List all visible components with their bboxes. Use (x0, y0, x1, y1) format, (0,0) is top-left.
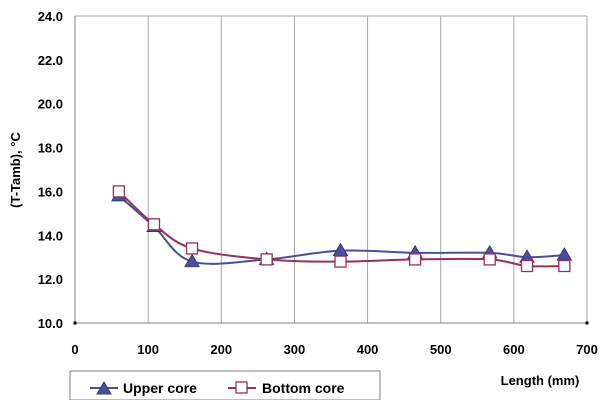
x-tick-label: 600 (503, 342, 525, 357)
axes (73, 16, 589, 325)
axis-end-marker (585, 321, 589, 325)
triangle-marker-icon (96, 381, 112, 395)
legend-item-upper-core: Upper core (90, 380, 197, 396)
y-tick-label: 20.0 (38, 97, 63, 112)
x-tick-label: 100 (137, 342, 159, 357)
data-point-bottom-core (408, 253, 422, 266)
x-tick-label: 500 (430, 342, 452, 357)
y-tick-label: 10.0 (38, 316, 63, 331)
legend-label-upper-core: Upper core (123, 380, 197, 396)
grid (75, 15, 588, 323)
data-point-upper-core (556, 247, 573, 261)
y-tick-label: 18.0 (38, 141, 63, 156)
data-point-bottom-core (112, 185, 126, 198)
data-point-bottom-core (558, 259, 571, 273)
x-axis-title: Length (mm) (501, 373, 580, 388)
y-tick-label: 24.0 (38, 9, 63, 24)
legend: Upper core Bottom core (69, 370, 381, 400)
data-point-bottom-core (520, 259, 534, 273)
y-tick-label: 16.0 (38, 184, 63, 199)
axis-origin-marker (73, 321, 77, 325)
data-point-bottom-core (260, 253, 273, 266)
tick-labels: 10.0 12.0 14.0 16.0 18.0 20.0 22.0 24.0 0 100 200 3… (38, 9, 598, 357)
legend-box (69, 370, 381, 400)
data-point-bottom-core (147, 218, 161, 231)
x-tick-label: 300 (284, 342, 306, 357)
y-tick-label: 12.0 (38, 272, 63, 287)
square-marker-icon (235, 381, 248, 394)
x-tick-label: 400 (357, 342, 379, 357)
data-point-bottom-core (483, 253, 496, 266)
data-point-bottom-core (334, 255, 347, 268)
data-point-upper-core (184, 253, 200, 268)
y-axis-title: (T-Tamb), °C (8, 132, 23, 208)
series-layer (111, 185, 573, 273)
data-point-bottom-core (185, 242, 199, 255)
x-tick-label: 700 (576, 342, 598, 357)
x-tick-label: 0 (71, 342, 78, 357)
y-tick-label: 22.0 (38, 53, 63, 68)
legend-item-bottom-core: Bottom core (228, 380, 345, 396)
legend-label-bottom-core: Bottom core (262, 380, 345, 396)
x-tick-label: 200 (210, 342, 232, 357)
y-tick-label: 14.0 (38, 228, 63, 243)
